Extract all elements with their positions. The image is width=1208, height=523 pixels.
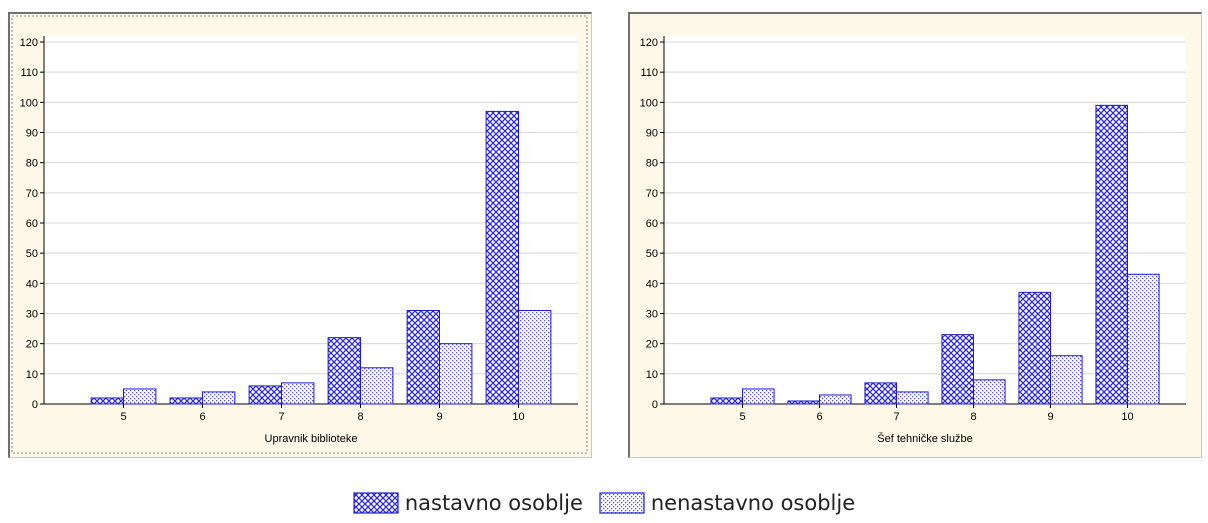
legend-swatch-crosshatch xyxy=(353,492,399,514)
x-tick-label: 5 xyxy=(739,411,745,423)
y-tick-label: 40 xyxy=(646,278,658,290)
x-tick-label: 6 xyxy=(199,411,205,423)
chart-panel-upravnik-biblioteke: 0 10 20 30 40 50 60 70 80 90 100 110 120 5 6 7 8 9 10 Uprav… xyxy=(8,12,592,458)
legend-swatch-dotted xyxy=(599,492,645,514)
legend-item-nenastavno-osoblje: nenastavno osoblje xyxy=(599,491,855,515)
bar-nenastavno-6 xyxy=(202,391,236,405)
bar-nenastavno-5 xyxy=(123,388,157,405)
chart-frame xyxy=(11,15,588,454)
y-tick-label: 90 xyxy=(26,128,38,140)
bar-nenastavno-6 xyxy=(819,394,852,405)
y-tick-label: 20 xyxy=(646,339,658,351)
chart-panel-sef-tehnicke-sluzbe: 0 10 20 30 40 50 60 70 80 90 100 110 120 5 6 7 8 9 10 Šef t… xyxy=(628,12,1202,458)
x-tick-label: 8 xyxy=(357,411,363,423)
bar-nenastavno-9 xyxy=(439,343,473,405)
bar-nastavno-8 xyxy=(327,337,361,405)
chart-sef-tehnicke-sluzbe: 0 10 20 30 40 50 60 70 80 90 100 110 120 5 6 7 8 9 10 Šef t… xyxy=(640,36,1186,445)
bar-nastavno-5 xyxy=(90,397,124,405)
y-tick-label: 60 xyxy=(646,218,658,230)
bar-nastavno-7 xyxy=(864,382,897,405)
y-tick-label: 0 xyxy=(32,399,38,411)
y-tick-label: 70 xyxy=(646,188,658,200)
y-tick-label: 70 xyxy=(26,188,38,200)
y-tick-label: 120 xyxy=(640,37,658,49)
x-tick-label: 10 xyxy=(1121,411,1133,423)
y-tick-label: 0 xyxy=(652,399,658,411)
y-tick-label: 110 xyxy=(640,67,658,79)
y-tick-label: 60 xyxy=(26,218,38,230)
bar-nastavno-6 xyxy=(169,397,203,405)
y-tick-label: 90 xyxy=(646,128,658,140)
x-tick-label: 8 xyxy=(970,411,976,423)
y-tick-label: 110 xyxy=(20,67,38,79)
legend-label: nenastavno osoblje xyxy=(650,491,856,515)
x-tick-label: 7 xyxy=(278,411,284,423)
bar-nenastavno-8 xyxy=(360,367,394,405)
bar-nastavno-5 xyxy=(710,397,743,405)
bar-nenastavno-8 xyxy=(973,379,1006,405)
chart-legend: nastavno osoblje nenastavno osoblje xyxy=(0,483,1208,523)
y-tick-label: 50 xyxy=(26,248,38,260)
bar-nastavno-10 xyxy=(485,110,519,405)
bar-nenastavno-10 xyxy=(518,309,552,405)
y-tick-label: 100 xyxy=(20,97,38,109)
bar-nenastavno-10 xyxy=(1127,273,1160,405)
y-tick-label: 10 xyxy=(646,369,658,381)
bar-nastavno-10 xyxy=(1095,104,1128,405)
y-tick-label: 80 xyxy=(26,158,38,170)
y-tick-label: 120 xyxy=(20,37,38,49)
y-tick-label: 50 xyxy=(646,248,658,260)
y-tick-label: 30 xyxy=(646,309,658,321)
bar-nenastavno-7 xyxy=(281,382,315,405)
x-tick-label: 7 xyxy=(893,411,899,423)
y-tick-label: 30 xyxy=(26,309,38,321)
legend-label: nastavno osoblje xyxy=(404,491,583,515)
bar-nenastavno-5 xyxy=(742,388,775,405)
bar-nenastavno-9 xyxy=(1050,355,1083,405)
x-axis-label: Šef tehničke službe xyxy=(877,432,972,445)
y-tick-label: 40 xyxy=(26,278,38,290)
x-axis-label: Upravnik biblioteke xyxy=(265,433,358,445)
x-tick-label: 9 xyxy=(436,411,442,423)
x-tick-label: 9 xyxy=(1047,411,1053,423)
y-tick-label: 20 xyxy=(26,339,38,351)
x-tick-label: 10 xyxy=(512,411,524,423)
y-tick-label: 100 xyxy=(640,97,658,109)
bar-nastavno-8 xyxy=(941,334,974,405)
bar-nastavno-6 xyxy=(787,400,820,405)
y-tick-label: 80 xyxy=(646,158,658,170)
bar-nastavno-7 xyxy=(248,385,282,405)
bar-nastavno-9 xyxy=(406,309,440,405)
bar-nastavno-9 xyxy=(1018,291,1051,405)
bar-nenastavno-7 xyxy=(896,391,929,405)
x-tick-label: 6 xyxy=(816,411,822,423)
chart-upravnik-biblioteke: 0 10 20 30 40 50 60 70 80 90 100 110 120 5 6 7 8 9 10 Uprav… xyxy=(11,15,588,454)
legend-item-nastavno-osoblje: nastavno osoblje xyxy=(353,491,583,515)
x-tick-label: 5 xyxy=(120,411,126,423)
y-tick-label: 10 xyxy=(26,369,38,381)
